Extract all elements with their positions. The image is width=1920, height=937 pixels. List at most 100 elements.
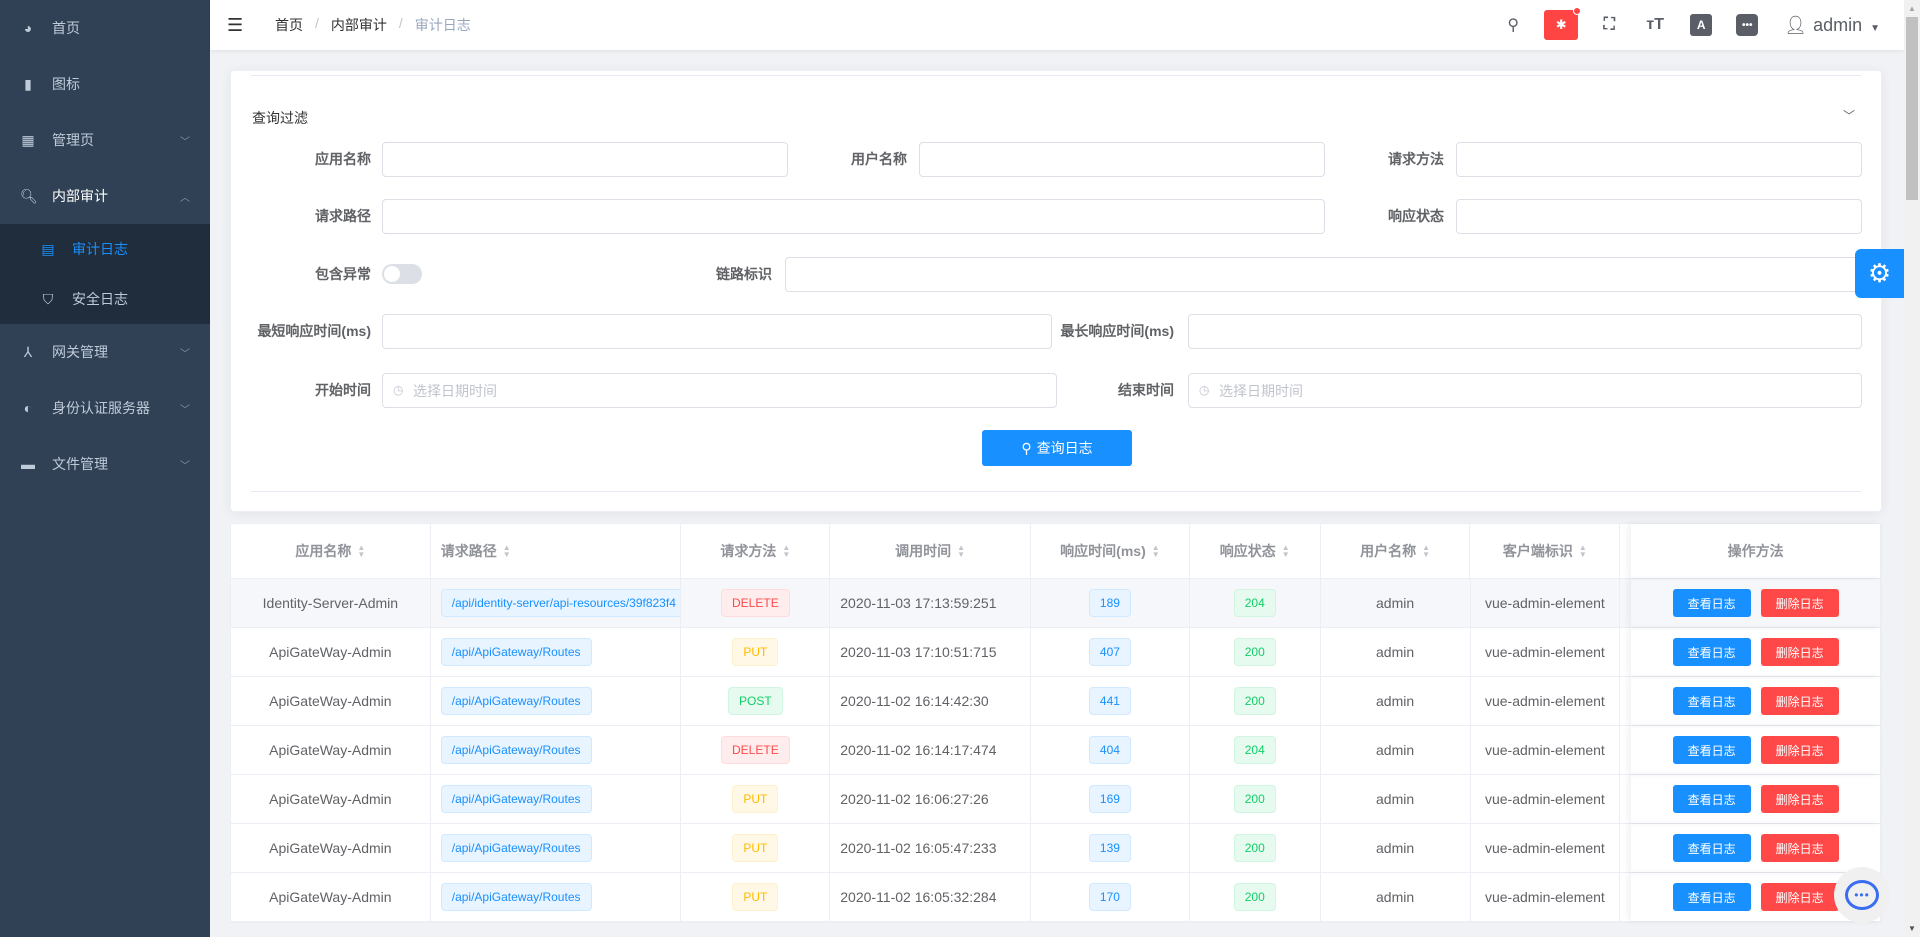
- sort-caret-icon[interactable]: ▲ ▼: [957, 543, 966, 559]
- breadcrumb-home[interactable]: 首页: [275, 17, 303, 33]
- app-name-input[interactable]: [382, 142, 788, 177]
- breadcrumb-internal-audit[interactable]: 内部审计: [330, 17, 387, 33]
- table-row[interactable]: ApiGateWay-Admin/api/ApiGateway/Routes PU…: [231, 824, 1881, 873]
- column-header-request-path[interactable]: 请求路径 ▲ ▼: [431, 524, 682, 578]
- chat-bubble-button[interactable]: •••: [1834, 867, 1890, 923]
- settings-gear-button[interactable]: ⚙: [1855, 249, 1904, 298]
- call-time-text: 2020-11-03 17:10:51:715: [840, 644, 997, 660]
- max-time-input[interactable]: [1188, 314, 1862, 349]
- delete-log-button[interactable]: 删除日志: [1760, 736, 1839, 764]
- sort-caret-icon[interactable]: ▲ ▼: [1151, 543, 1160, 559]
- end-time-picker[interactable]: [1188, 373, 1862, 408]
- column-header-response-time[interactable]: 响应时间(ms) ▲ ▼: [1031, 524, 1190, 578]
- column-header-response-status[interactable]: 响应状态 ▲ ▼: [1190, 524, 1321, 578]
- cell-user-name: admin: [1321, 726, 1471, 774]
- column-header-call-time[interactable]: 调用时间 ▲ ▼: [830, 524, 1032, 578]
- delete-log-button[interactable]: 删除日志: [1760, 834, 1839, 862]
- fixed-gap: [1620, 824, 1631, 872]
- min-time-input[interactable]: [382, 314, 1052, 349]
- sort-caret-icon[interactable]: ▲ ▼: [1281, 543, 1290, 559]
- sidebar-item-internal-audit[interactable]: 🔍︎ 内部审计 ︿: [0, 168, 210, 224]
- sort-caret-icon[interactable]: ▲ ▼: [357, 543, 366, 559]
- scrollbar-thumb[interactable]: [1906, 17, 1918, 200]
- table-row[interactable]: ApiGateWay-Admin/api/ApiGateway/Routes PU…: [231, 775, 1881, 824]
- column-header-request-method[interactable]: 请求方法 ▲ ▼: [681, 524, 831, 578]
- cell-call-time: 2020-11-02 16:05:32:284: [830, 873, 1032, 921]
- sort-caret-icon[interactable]: ▲ ▼: [502, 543, 511, 559]
- font-size-icon[interactable]: тT: [1646, 16, 1664, 33]
- user-name-input[interactable]: [919, 142, 1325, 177]
- page-scrollbar[interactable]: ▲ ▼: [1904, 0, 1920, 937]
- column-header-label: 客户端标识: [1502, 543, 1573, 559]
- sidebar-item-security-log[interactable]: ⛉ 安全日志: [0, 274, 210, 324]
- identity-icon: ◐: [23, 400, 33, 416]
- cell-response-time: 189: [1031, 579, 1190, 627]
- column-header-app-name[interactable]: 应用名称 ▲ ▼: [231, 524, 431, 578]
- cell-response-status: 204: [1190, 726, 1321, 774]
- sidebar-item-icons[interactable]: ▮ 图标: [0, 56, 210, 112]
- label-user-name: 用户名称: [851, 151, 907, 167]
- status-tag: 200: [1233, 834, 1276, 862]
- sidebar-item-identity-server[interactable]: ◐ 身份认证服务器 ﹀: [0, 380, 210, 436]
- cell-app-name: ApiGateWay-Admin: [231, 775, 431, 823]
- trace-id-input[interactable]: [785, 257, 1862, 292]
- method-input[interactable]: [1456, 142, 1862, 177]
- language-icon[interactable]: A: [1690, 14, 1713, 36]
- table-row[interactable]: ApiGateWay-Admin/api/ApiGateway/Routes PU…: [231, 628, 1881, 677]
- hamburger-icon[interactable]: ☰: [227, 14, 244, 35]
- view-log-button[interactable]: 查看日志: [1672, 834, 1751, 862]
- delete-log-button[interactable]: 删除日志: [1760, 638, 1839, 666]
- view-log-button[interactable]: 查看日志: [1672, 883, 1751, 911]
- sort-caret-icon[interactable]: ▲ ▼: [782, 543, 791, 559]
- response-time-tag: 170: [1088, 883, 1131, 911]
- column-header-client-id[interactable]: 客户端标识 ▲ ▼: [1470, 524, 1621, 578]
- path-input[interactable]: [382, 199, 1325, 234]
- column-header-label: 响应状态: [1219, 543, 1276, 559]
- delete-log-button[interactable]: 删除日志: [1760, 687, 1839, 715]
- cell-client-id: vue-admin-element: [1471, 579, 1621, 627]
- fullscreen-icon[interactable]: ⛶: [1603, 16, 1615, 33]
- error-log-bug-icon[interactable]: ✱: [1544, 7, 1582, 40]
- table-row[interactable]: ApiGateWay-Admin/api/ApiGateway/Routes DE…: [231, 726, 1881, 775]
- sidebar-item-home[interactable]: ◕ 首页: [0, 0, 210, 56]
- cell-app-name: ApiGateWay-Admin: [231, 726, 431, 774]
- sidebar-item-file-management[interactable]: ▬ 文件管理 ﹀: [0, 436, 210, 492]
- column-header-label: 用户名称: [1360, 543, 1417, 559]
- dashboard-icon: ◕: [23, 20, 33, 36]
- request-path-tag: /api/ApiGateway/Routes: [440, 834, 592, 862]
- column-header-user-name[interactable]: 用户名称 ▲ ▼: [1321, 524, 1471, 578]
- has-exception-toggle[interactable]: [382, 264, 422, 284]
- delete-log-button[interactable]: 删除日志: [1760, 883, 1839, 911]
- message-icon[interactable]: •••: [1736, 14, 1759, 36]
- view-log-button[interactable]: 查看日志: [1672, 687, 1751, 715]
- cell-request-method: PUT: [681, 873, 831, 921]
- delete-log-button[interactable]: 删除日志: [1760, 589, 1839, 617]
- sidebar-item-audit-log[interactable]: ▤ 审计日志: [0, 224, 210, 274]
- view-log-button[interactable]: 查看日志: [1672, 589, 1751, 617]
- table-row[interactable]: ApiGateWay-Admin/api/ApiGateway/Routes PO…: [231, 677, 1881, 726]
- delete-log-button[interactable]: 删除日志: [1760, 785, 1839, 813]
- start-time-picker[interactable]: [382, 373, 1057, 408]
- scroll-up-icon[interactable]: ▲: [1908, 4, 1916, 13]
- search-icon[interactable]: ⚲: [1507, 17, 1520, 34]
- table-row[interactable]: Identity-Server-Admin/api/identity-serve…: [231, 579, 1881, 628]
- sort-caret-icon[interactable]: ▲ ▼: [1578, 543, 1587, 559]
- filter-title[interactable]: 查询过滤: [252, 110, 308, 126]
- query-log-button[interactable]: ⚲ 查询日志: [982, 430, 1132, 466]
- chevron-down-icon[interactable]: ﹀: [1842, 109, 1855, 123]
- sidebar-item-label: 内部审计: [52, 188, 108, 204]
- cell-operations: 查看日志 删除日志: [1631, 775, 1881, 823]
- view-log-button[interactable]: 查看日志: [1672, 736, 1751, 764]
- sidebar-item-gateway[interactable]: ⅄ 网关管理 ﹀: [0, 324, 210, 380]
- user-dropdown[interactable]: 👤︎ admin ▼: [1784, 15, 1880, 36]
- sort-caret-icon[interactable]: ▲ ▼: [1422, 543, 1431, 559]
- sidebar-item-admin-pages[interactable]: ▦ 管理页 ﹀: [0, 112, 210, 168]
- client-id-text: vue-admin-element: [1484, 791, 1605, 807]
- scroll-down-icon[interactable]: ▼: [1908, 924, 1916, 933]
- status-input[interactable]: [1456, 199, 1862, 234]
- table-row[interactable]: ApiGateWay-Admin/api/ApiGateway/Routes PU…: [231, 873, 1881, 922]
- audit-icon: 🔍︎: [20, 187, 38, 204]
- view-log-button[interactable]: 查看日志: [1672, 638, 1751, 666]
- clock-icon: ◷: [1199, 383, 1210, 397]
- view-log-button[interactable]: 查看日志: [1672, 785, 1751, 813]
